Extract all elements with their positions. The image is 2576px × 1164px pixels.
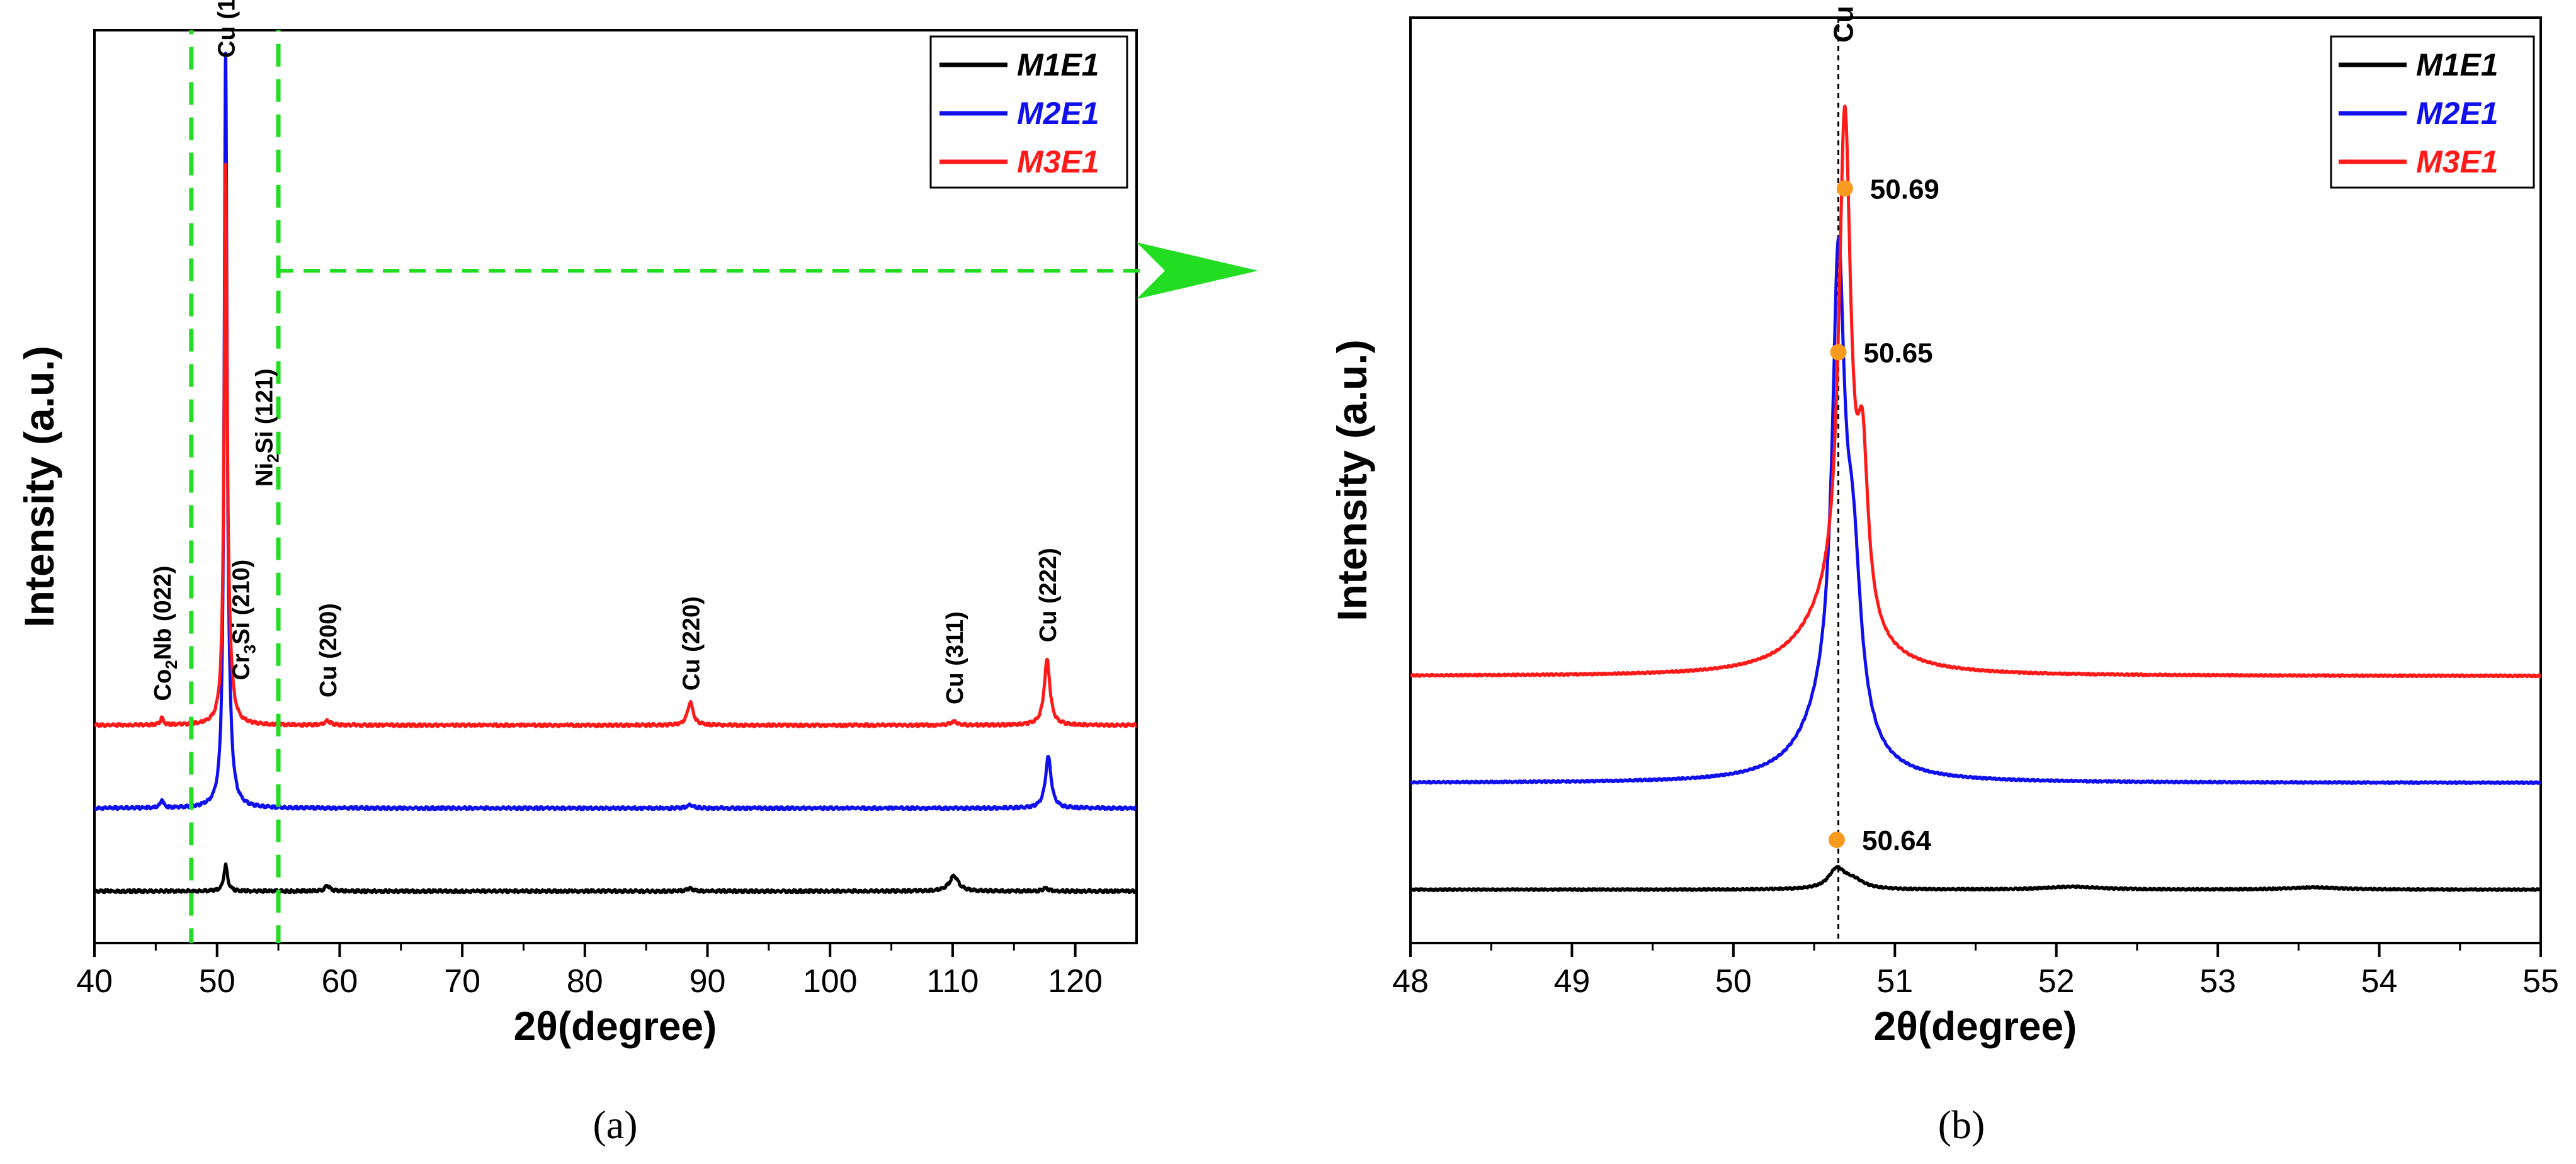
legend-label-m3e1: M3E1 — [1017, 144, 1099, 179]
panel-a-y-axis-title: Intensity (a.u.) — [16, 346, 62, 627]
panel-a-x-axis-title: 2θ(degree) — [514, 1003, 717, 1049]
panel-b-series-group — [1410, 105, 2541, 892]
x-tick-label-b: 48 — [1392, 963, 1429, 1000]
peak-label: Cr3Si (210) — [229, 560, 259, 681]
series-line-m2e1-a — [94, 51, 1137, 811]
panel-b-legend: M1E1 M2E1 M3E1 — [2330, 35, 2535, 189]
peak-label: Cu (311) — [942, 611, 968, 704]
panel-b-x-axis-title: 2θ(degree) — [1874, 1003, 2077, 1049]
panel-a-caption: (a) — [593, 1102, 637, 1147]
panel-b: 50.69 50.65 50.64 48 49 50 51 52 53 54 55 Cu (111… — [1329, 0, 2559, 1147]
x-tick-label-a: 40 — [76, 963, 113, 1000]
legend-label-m2e1-b: M2E1 — [2416, 96, 2499, 131]
panel-a-plot-area — [94, 30, 1137, 943]
x-tick-label-b: 51 — [1876, 963, 1913, 1000]
peak-label: Cu (200) — [315, 603, 342, 698]
x-tick-label-a: 60 — [321, 963, 358, 1000]
panel-b-y-axis-title: Intensity (a.u.) — [1329, 339, 1375, 621]
panel-b-peak-markers: 50.69 50.65 50.64 — [1828, 174, 1939, 856]
x-tick-label-b: 55 — [2522, 963, 2559, 1000]
series-line-m2e1-b — [1410, 236, 2541, 786]
series-line-m3e1-a — [94, 162, 1137, 728]
peak-label: Co2Nb (022) — [150, 565, 181, 701]
x-tick-label-a: 120 — [1048, 963, 1103, 1000]
zoom-arrow — [277, 242, 1258, 299]
panel-a: 40 50 60 70 80 90 100 110 120 Co2Nb (022) Cu (111… — [16, 0, 1138, 1147]
panel-a-x-ticks: 40 50 60 70 80 90 100 110 120 — [76, 943, 1103, 1000]
x-tick-label-b: 53 — [2199, 963, 2236, 1000]
x-tick-label-b: 50 — [1715, 963, 1752, 1000]
series-line-m1e1-a — [94, 862, 1137, 895]
peak-marker-value: 50.64 — [1862, 825, 1932, 856]
panel-a-frame — [93, 29, 1138, 944]
peak-label: Cu (222) — [1035, 548, 1062, 642]
peak-marker-value: 50.65 — [1864, 337, 1933, 368]
x-tick-label-a: 80 — [567, 963, 603, 1000]
legend-label-m1e1-b: M1E1 — [2416, 47, 2499, 82]
series-line-m1e1-b — [1410, 865, 2541, 892]
x-tick-label-a: 90 — [689, 963, 726, 1000]
series-line-m3e1-b — [1410, 105, 2541, 679]
zoom-region-box — [189, 30, 281, 943]
peak-marker-dot — [1836, 180, 1853, 197]
peak-marker-dot — [1828, 832, 1845, 849]
panel-a-legend: M1E1 M2E1 M3E1 — [929, 35, 1128, 189]
legend-label-m1e1: M1E1 — [1017, 47, 1099, 82]
legend-label-m2e1: M2E1 — [1017, 96, 1099, 131]
x-tick-label-b: 52 — [2038, 963, 2075, 1000]
x-tick-label-a: 100 — [803, 963, 858, 1000]
peak-label: Cu (111) — [213, 0, 240, 58]
zoom-arrow-head — [1137, 242, 1258, 299]
peak-label: Cu (220) — [678, 596, 705, 691]
x-tick-label-b: 54 — [2361, 963, 2398, 1000]
panel-b-caption: (b) — [1938, 1102, 1985, 1147]
panel-b-x-ticks: 48 49 50 51 52 53 54 55 — [1392, 943, 2559, 1000]
x-tick-label-a: 70 — [444, 963, 480, 1000]
legend-label-m3e1-b: M3E1 — [2416, 144, 2499, 179]
peak-marker-dot — [1830, 344, 1847, 361]
panel-a-peak-labels: Co2Nb (022) Cu (111) Cr3Si (210) Ni2Si (121… — [150, 0, 1062, 704]
x-tick-label-b: 49 — [1554, 963, 1591, 1000]
x-tick-label-a: 50 — [199, 963, 235, 1000]
peak-label: Ni2Si (121) — [252, 368, 283, 487]
panel-b-cu111-label: Cu (111) — [1829, 0, 1859, 43]
peak-marker-value: 50.69 — [1870, 174, 1939, 205]
panel-b-plot-area: 50.69 50.65 50.64 — [1410, 18, 2541, 943]
x-tick-label-a: 110 — [926, 963, 979, 1000]
panel-a-series-group — [94, 51, 1137, 895]
